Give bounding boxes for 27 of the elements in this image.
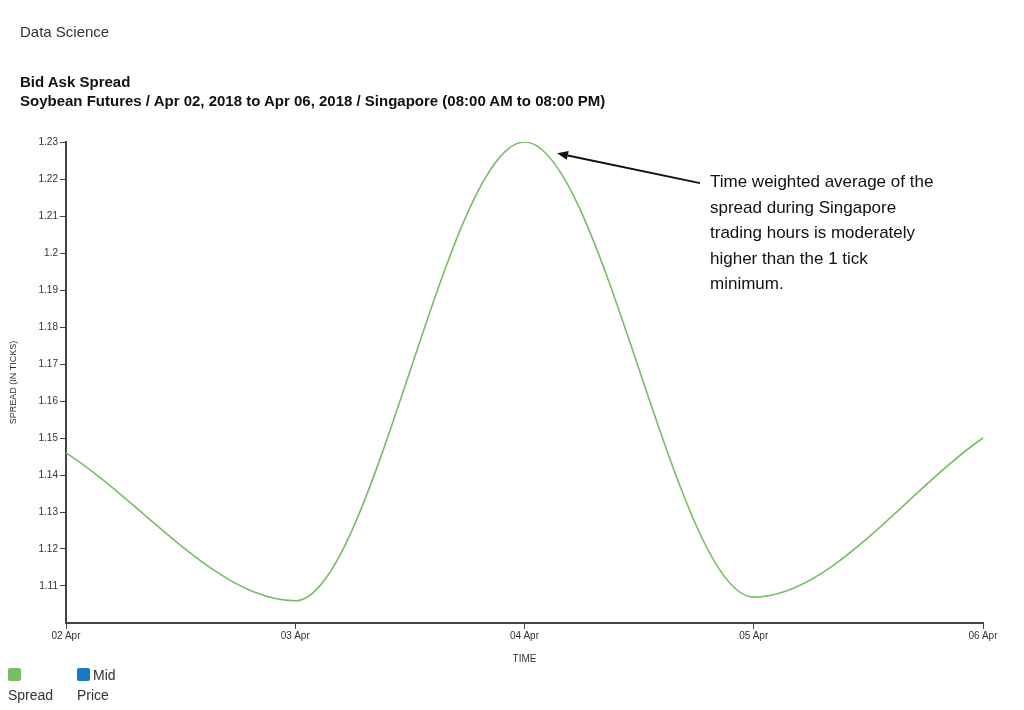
x-tick-label: 06 Apr	[968, 629, 999, 641]
y-tick-label: 1.21	[38, 209, 59, 221]
x-axis-title: TIME	[512, 652, 537, 664]
y-tick-label: 1.15	[38, 431, 59, 443]
y-tick-label: 1.2	[44, 246, 59, 258]
x-tick-label: 02 Apr	[51, 629, 82, 641]
y-tick-label: 1.14	[38, 468, 59, 480]
y-tick-label: 1.17	[38, 357, 59, 369]
y-tick-label: 1.16	[38, 394, 59, 406]
text: Spread	[8, 686, 55, 705]
annotation: Time weighted average of the spread during Singapore trading hours is moderately higher than the 1 tick minimum.	[710, 172, 934, 293]
x-tick-label: 05 Apr	[739, 629, 769, 641]
y-tick-label: 1.22	[38, 172, 59, 184]
x-tick-label: 04 Apr	[510, 629, 540, 641]
chart-title: Bid Ask Spread	[20, 72, 131, 91]
y-tick-label: 1.18	[38, 320, 59, 332]
y-tick-label: 1.13	[38, 505, 59, 517]
legend-label: Mid Price	[77, 666, 117, 705]
y-tick-label: 1.11	[39, 579, 59, 591]
y-tick-label: 1.12	[38, 542, 59, 554]
y-tick-label: 1.23	[38, 135, 59, 147]
y-tick-label: 1.19	[38, 283, 59, 295]
y-axis-title: SPREAD (IN TICKS)	[7, 340, 18, 425]
line-series	[66, 142, 983, 602]
text: Data Science	[20, 23, 110, 41]
x-tick-label: 03 Apr	[280, 629, 311, 641]
chart-subtitle: Soybean Futures / Apr 02, 2018 to Apr 06, 2018 / Singapore (08:00 AM to 08:00 PM)	[20, 91, 606, 110]
